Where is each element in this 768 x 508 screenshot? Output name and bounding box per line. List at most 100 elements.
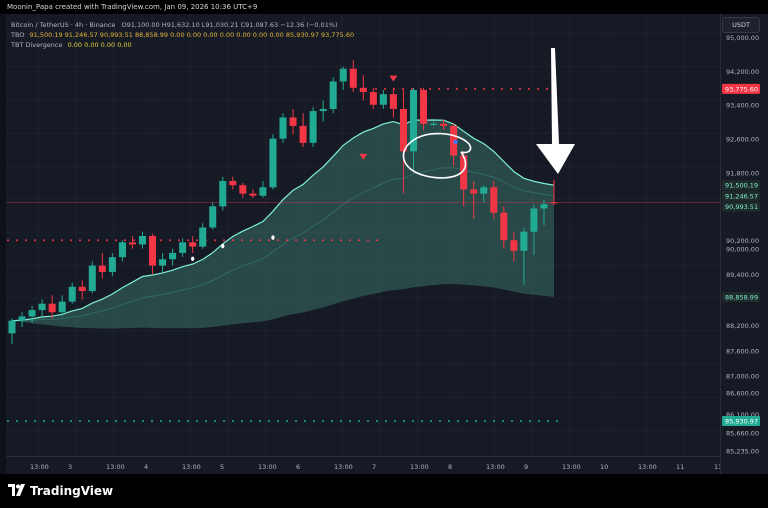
support-dot (421, 419, 423, 422)
support-dot (511, 419, 513, 422)
annotation-arrow (536, 48, 575, 174)
resistance-dot (501, 87, 503, 90)
candle-body (98, 265, 106, 272)
candle-body (229, 180, 237, 186)
level-dot (79, 239, 81, 242)
candle-body (379, 94, 387, 105)
support-dot (142, 419, 144, 422)
support-dot (115, 419, 117, 422)
candle-body (179, 242, 187, 253)
price-axis-label: 90,200.00 (726, 237, 759, 245)
candle-body (409, 89, 417, 152)
support-dot (349, 419, 351, 422)
resistance-dot (384, 87, 386, 90)
candle-body (249, 193, 257, 196)
resistance-dot (375, 87, 377, 90)
price-axis-label: 86,100.00 (726, 411, 759, 419)
chart-canvas[interactable] (6, 14, 720, 474)
support-dot (475, 419, 477, 422)
time-axis-labels: 13:00 3 13:00 4 13:00 5 13:00 6 13:00 7 13:00 8 13:0… (30, 463, 729, 471)
legend-symbol-row: Bitcoin / TetherUS · 4h · Binance O91,10… (11, 21, 338, 29)
candle-body (309, 111, 317, 143)
level-dot (304, 239, 306, 242)
time-axis-label: 13:00 (30, 463, 49, 471)
support-dot (205, 419, 207, 422)
price-tag-box (722, 291, 760, 302)
candle-body (159, 259, 167, 266)
support-dot (313, 419, 315, 422)
support-dot (70, 419, 72, 422)
support-dot (223, 419, 225, 422)
level-dot (7, 239, 9, 242)
support-dot (43, 419, 45, 422)
sell-signal-marker (389, 75, 398, 82)
candle-body (189, 242, 197, 247)
support-dot (214, 419, 216, 422)
buy-signal-marker (191, 256, 195, 262)
indicator-upper-line (11, 119, 555, 322)
price-axis[interactable]: 95,000.00 94,200.00 93,400.00 92,600.00 91,8… (720, 14, 768, 474)
resistance-dot (483, 87, 485, 90)
support-dot (7, 419, 9, 422)
level-dot (97, 239, 99, 242)
time-axis-label: 13:00 (334, 463, 353, 471)
support-dot (241, 419, 243, 422)
price-axis-label: 92,600.00 (726, 136, 759, 144)
price-tag-box (722, 180, 760, 191)
support-dot (493, 419, 495, 422)
footer-bar (0, 474, 768, 508)
level-dot (241, 239, 243, 242)
candle-body (48, 303, 56, 313)
buy-signal-marker (271, 235, 275, 240)
candle-body (430, 123, 438, 125)
support-dot (340, 419, 342, 422)
level-dot (106, 239, 108, 242)
level-dot (223, 239, 225, 242)
time-axis-label: 7 (372, 463, 376, 471)
candle-body (199, 227, 207, 247)
support-dot (160, 419, 162, 422)
candle-body (68, 286, 76, 302)
candle-body (78, 286, 86, 292)
legend-tbt-values: 0.00 0.00 0.00 0.00 (67, 41, 132, 49)
resistance-dot (420, 87, 422, 90)
level-dot (367, 239, 369, 242)
time-axis-label: 11 (676, 463, 684, 471)
price-axis-label: 85,660.00 (726, 429, 759, 437)
price-chart[interactable] (6, 14, 720, 456)
price-axis-label: 90,000.00 (726, 246, 759, 254)
candle-body (219, 180, 227, 207)
candle-body (480, 187, 488, 194)
support-dot (16, 419, 18, 422)
price-tag-label: 90,993.51 (725, 203, 758, 211)
level-dot (286, 239, 288, 242)
support-dot (151, 419, 153, 422)
level-dot (259, 239, 261, 242)
legend-symbol: Bitcoin / TetherUS · 4h · Binance (11, 21, 116, 29)
resistance-dot (528, 87, 530, 90)
candle-body (138, 235, 146, 245)
level-dot (61, 239, 63, 242)
candle-body (420, 89, 428, 124)
candle-body (510, 240, 518, 251)
candle-body (329, 81, 337, 109)
time-axis-label: 13:00 (486, 463, 505, 471)
currency-button[interactable]: USDT (722, 17, 760, 33)
price-tag-label: 85,930.97 (725, 417, 758, 425)
legend-ohlc: O91,100.00 H91,632.10 L91,030.21 C91,087… (121, 21, 338, 29)
legend-tbt-label: TBT Divergence (11, 41, 63, 49)
support-dot (520, 419, 522, 422)
support-dot (52, 419, 54, 422)
candle-body (289, 117, 297, 126)
time-axis-label: 9 (524, 463, 528, 471)
time-axis[interactable]: 13:00 3 13:00 4 13:00 5 13:00 6 13:00 7 13:00 8 13:0… (6, 456, 729, 475)
candle-body (28, 310, 36, 317)
candle-body (8, 320, 16, 334)
support-dot (538, 419, 540, 422)
level-dot (133, 239, 135, 242)
level-dot (277, 239, 279, 242)
price-axis-label: 87,600.00 (726, 347, 759, 355)
time-axis-label: 5 (220, 463, 224, 471)
resistance-dot (402, 87, 404, 90)
level-dot (43, 239, 45, 242)
